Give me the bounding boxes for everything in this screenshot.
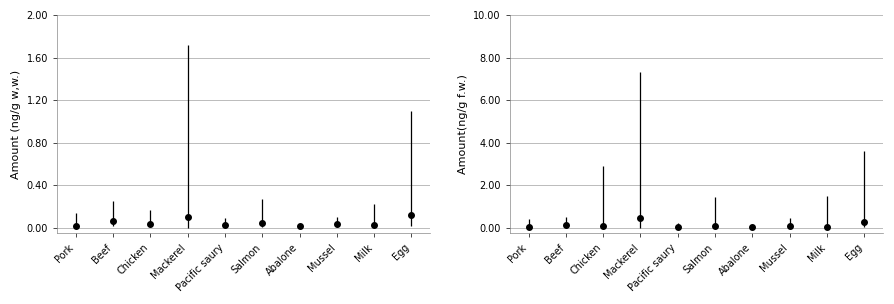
Y-axis label: Amount (ng/g w,w.): Amount (ng/g w,w.) — [11, 70, 21, 179]
Y-axis label: Amount(ng/g f.w.): Amount(ng/g f.w.) — [458, 74, 468, 174]
